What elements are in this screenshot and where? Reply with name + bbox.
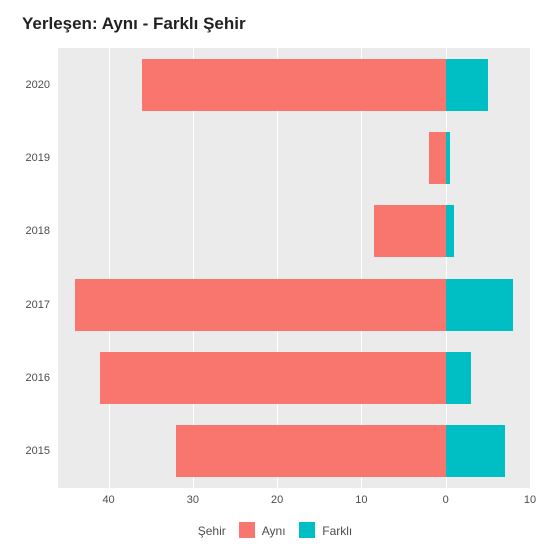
x-tick-label: 40: [102, 488, 114, 506]
chart-container: Yerleşen: Aynı - Farklı Şehir 4030201001…: [0, 0, 550, 550]
bar: [374, 205, 446, 257]
legend: Şehir Aynı Farklı: [0, 522, 550, 538]
plot-area: 40302010010202020192018201720162015: [58, 48, 530, 488]
gridline: [446, 48, 447, 488]
gridline: [109, 48, 110, 488]
bar: [446, 205, 454, 257]
x-tick-label: 10: [355, 488, 367, 506]
bar: [446, 59, 488, 111]
bar: [429, 132, 446, 184]
y-tick-label: 2016: [26, 372, 58, 384]
x-tick-label: 0: [443, 488, 449, 506]
y-tick-label: 2020: [26, 79, 58, 91]
bar: [75, 279, 446, 331]
y-tick-label: 2015: [26, 445, 58, 457]
x-tick-label: 10: [524, 488, 536, 506]
gridline: [530, 48, 531, 488]
bar: [100, 352, 446, 404]
legend-swatch-ayni: [239, 522, 255, 538]
bar: [446, 425, 505, 477]
y-tick-label: 2019: [26, 152, 58, 164]
bar: [446, 279, 513, 331]
gridline: [361, 48, 362, 488]
x-tick-label: 30: [187, 488, 199, 506]
bar: [446, 352, 471, 404]
bar: [176, 425, 446, 477]
gridline: [193, 48, 194, 488]
y-tick-label: 2017: [26, 299, 58, 311]
legend-label-ayni: Aynı: [262, 524, 286, 538]
legend-swatch-farkli: [299, 522, 315, 538]
gridline: [277, 48, 278, 488]
bar: [446, 132, 450, 184]
y-tick-label: 2018: [26, 225, 58, 237]
chart-title: Yerleşen: Aynı - Farklı Şehir: [22, 14, 246, 34]
legend-label-farkli: Farklı: [322, 524, 352, 538]
x-tick-label: 20: [271, 488, 283, 506]
bar: [142, 59, 445, 111]
legend-title: Şehir: [198, 524, 226, 538]
